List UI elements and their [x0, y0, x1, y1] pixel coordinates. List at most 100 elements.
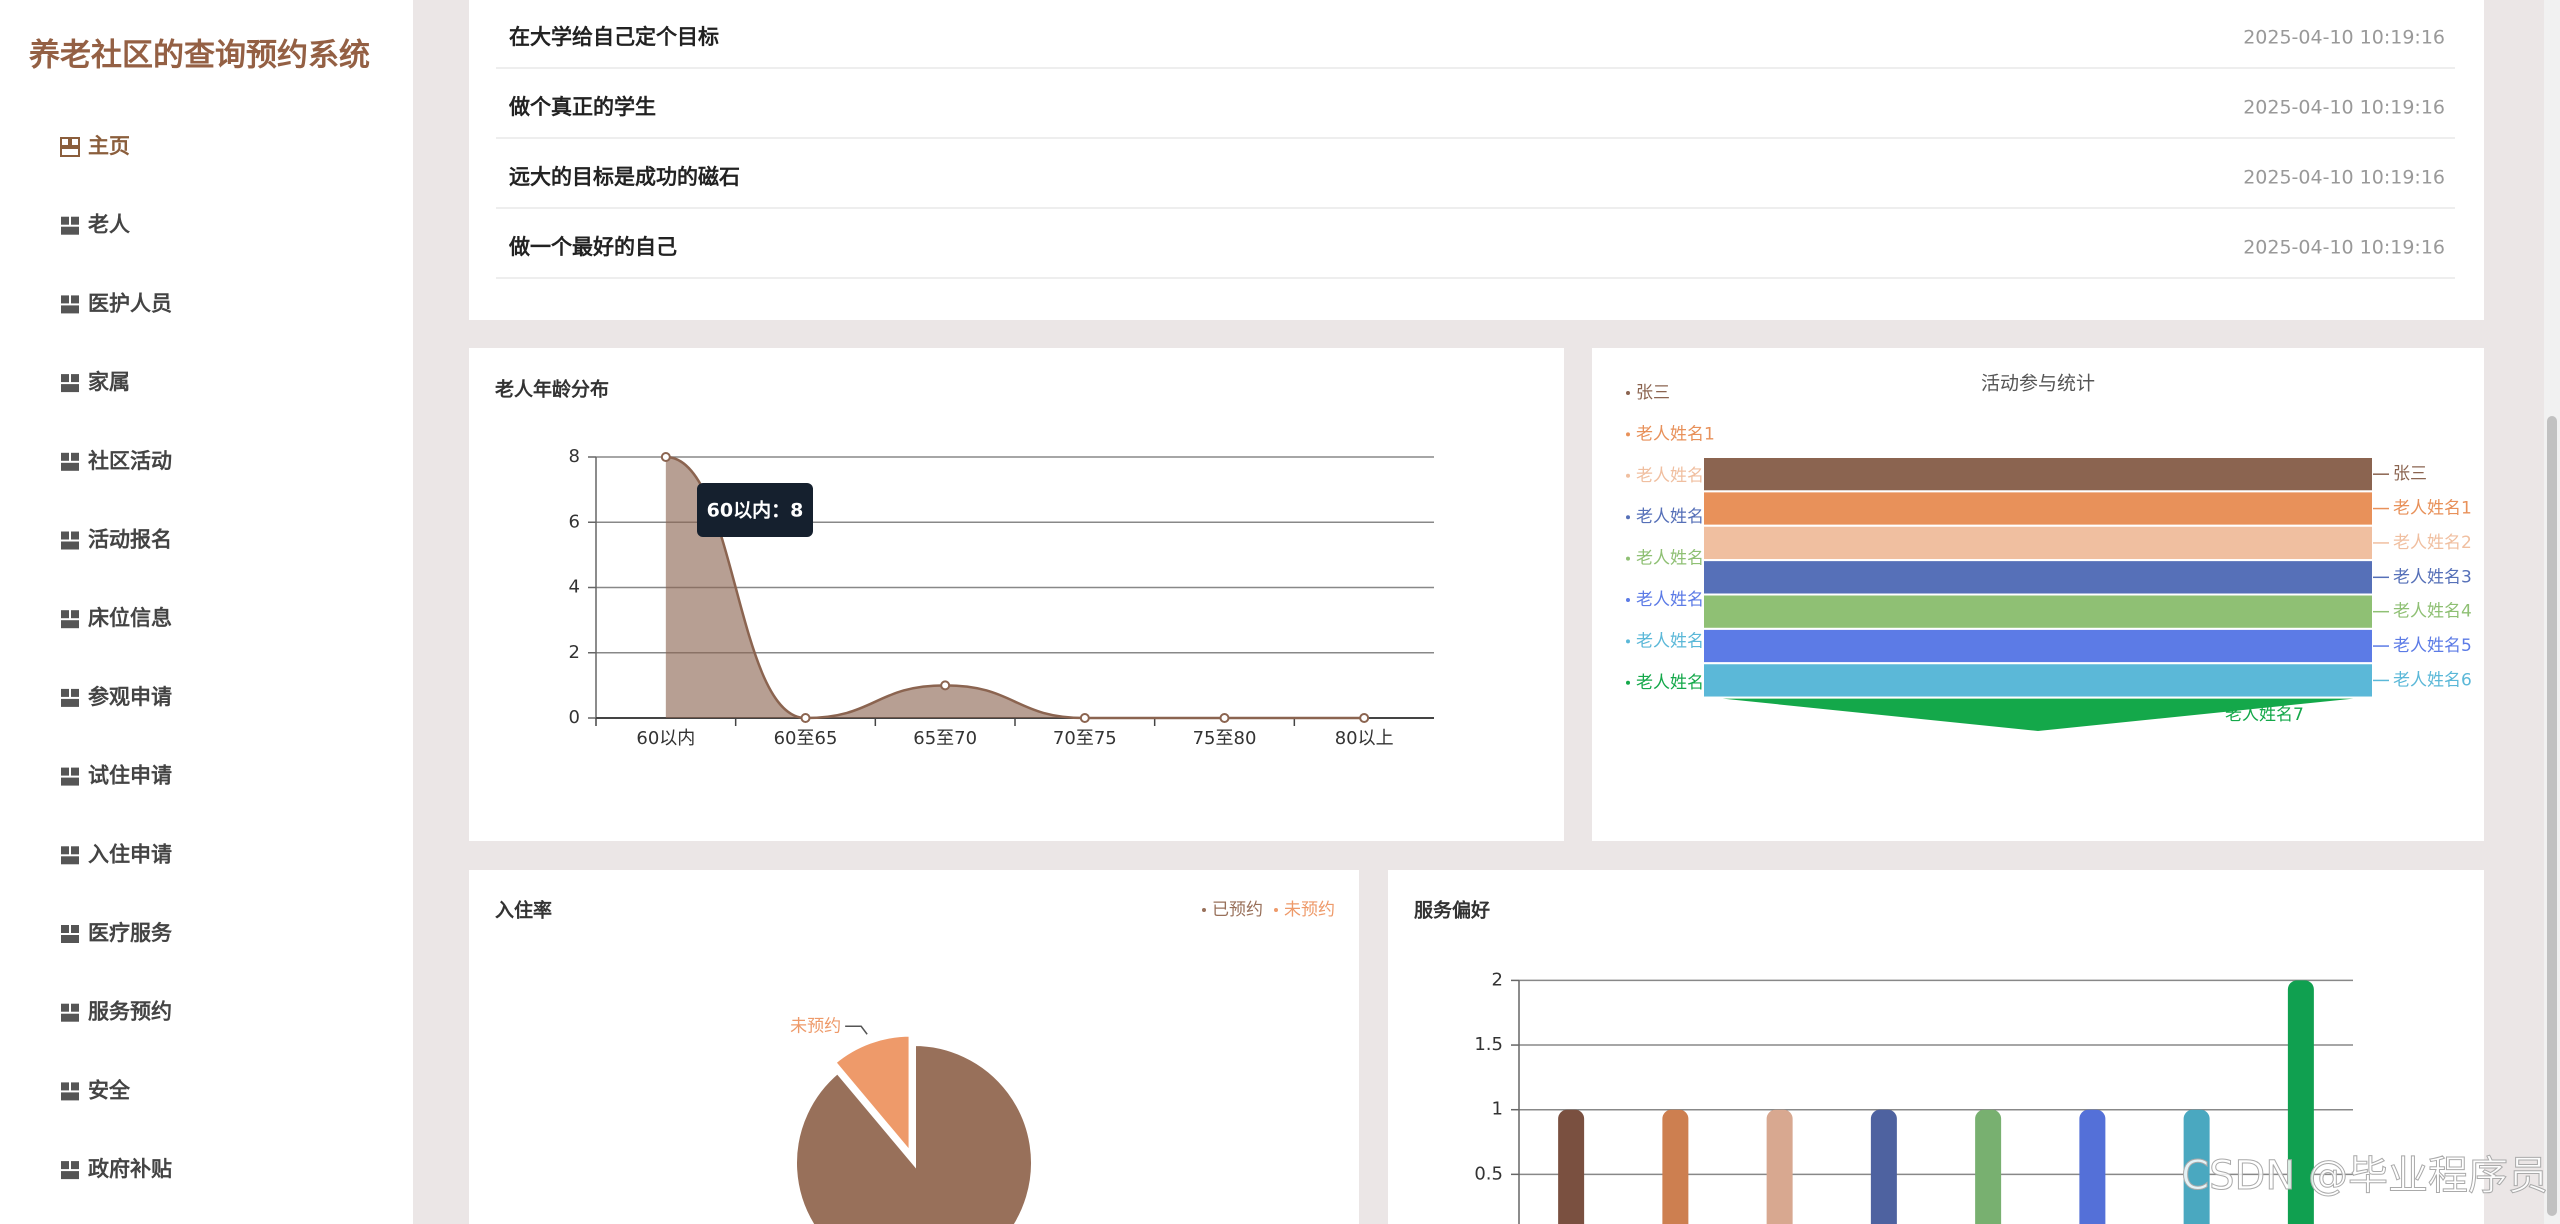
legend-label[interactable]: 老人姓名7: [1636, 673, 1715, 693]
funnel-segment[interactable]: [1702, 593, 2374, 630]
x-tick-label: 65至70: [913, 728, 977, 749]
funnel-segment[interactable]: [1702, 696, 2374, 734]
menu-icon: [71, 846, 79, 855]
x-tick-label: 80以上: [1335, 728, 1394, 749]
menu-icon: [61, 462, 79, 471]
menu-icon: [71, 925, 79, 933]
watermark: CSDN @毕业程序员: [2181, 1153, 2548, 1199]
bar[interactable]: [1558, 1109, 1585, 1224]
legend-label[interactable]: 老人姓名1: [1636, 424, 1715, 444]
menu-icon: [61, 374, 69, 383]
menu-item[interactable]: 床位信息: [88, 606, 172, 630]
funnel-segment[interactable]: [1702, 490, 2374, 527]
menu-icon: [70, 137, 80, 147]
legend-label[interactable]: 已预约: [1212, 900, 1263, 920]
point[interactable]: [800, 713, 811, 723]
funnel-label: 老人姓名6: [2393, 670, 2472, 690]
menu-icon: [71, 374, 79, 383]
menu-item[interactable]: 试住申请: [88, 764, 172, 788]
menu-icon: [71, 1161, 79, 1170]
pie-slice[interactable]: [831, 1032, 913, 1160]
funnel-label: 老人姓名1: [2393, 499, 2472, 519]
legend-marker[interactable]: [1626, 515, 1630, 520]
bar[interactable]: [1975, 1109, 2002, 1224]
legend-marker[interactable]: [1626, 639, 1630, 644]
menu-item[interactable]: 服务预约: [88, 1000, 172, 1024]
point[interactable]: [940, 680, 951, 691]
funnel-segment[interactable]: [1702, 662, 2374, 699]
menu-icon: [61, 216, 69, 225]
menu-icon: [71, 767, 79, 776]
legend-label[interactable]: 老人姓名6: [1636, 631, 1715, 651]
y-tick-label: 8: [569, 446, 580, 467]
label-leader: [845, 1025, 868, 1035]
legend-marker[interactable]: [1626, 680, 1630, 685]
menu-item[interactable]: 安全: [88, 1078, 131, 1102]
pie-slice[interactable]: [793, 1041, 1035, 1224]
news-title[interactable]: 远大的目标是成功的磁石: [509, 165, 740, 189]
legend-label[interactable]: 张三: [1636, 383, 1670, 403]
menu-item[interactable]: 活动报名: [88, 528, 172, 552]
menu-icon: [71, 531, 79, 540]
menu-icon: [61, 226, 79, 235]
bar[interactable]: [2183, 1109, 2210, 1224]
legend-marker[interactable]: [1626, 473, 1630, 478]
point[interactable]: [1219, 713, 1230, 723]
point[interactable]: [660, 452, 671, 462]
menu-icon: [61, 620, 79, 629]
menu-item[interactable]: 社区活动: [87, 449, 172, 473]
legend-marker[interactable]: [1626, 556, 1630, 561]
bar[interactable]: [1662, 1109, 1689, 1224]
news-title[interactable]: 做个真正的学生: [508, 95, 656, 119]
menu-item[interactable]: 老人: [88, 213, 130, 237]
legend-marker[interactable]: [1626, 432, 1630, 437]
legend-label[interactable]: 老人姓名3: [1636, 507, 1715, 527]
bar[interactable]: [1870, 1109, 1897, 1224]
chart-title: 入住率: [495, 899, 552, 922]
legend-label[interactable]: 老人姓名5: [1636, 590, 1715, 610]
menu-icon: [60, 137, 70, 147]
news-title[interactable]: 做一个最好的自己: [508, 235, 677, 259]
point[interactable]: [1079, 713, 1090, 723]
menu-icon: [61, 767, 69, 776]
menu-icon: [61, 856, 79, 865]
scrollbar-thumb[interactable]: [2547, 416, 2557, 1216]
menu-icon: [61, 1092, 79, 1101]
legend-marker[interactable]: [1274, 908, 1278, 912]
menu-icon: [71, 295, 79, 304]
point[interactable]: [1359, 713, 1370, 723]
news-title[interactable]: 在大学给自己定个目标: [509, 25, 719, 49]
menu-item[interactable]: 政府补贴: [88, 1157, 172, 1181]
tooltip-text: 60以内：8: [707, 499, 804, 522]
bar[interactable]: [2287, 980, 2314, 1224]
y-tick-label: 4: [569, 577, 580, 598]
y-tick-label: 1.5: [1474, 1034, 1503, 1055]
legend-label[interactable]: 老人姓名4: [1636, 549, 1715, 569]
menu-item[interactable]: 家属: [88, 370, 130, 394]
x-tick-label: 75至80: [1193, 728, 1257, 749]
menu-item[interactable]: 主页: [88, 134, 130, 158]
legend-marker[interactable]: [1626, 598, 1630, 602]
menu-item[interactable]: 入住申请: [88, 842, 172, 866]
legend-label[interactable]: 老人姓名2: [1636, 466, 1715, 486]
legend-label[interactable]: 未预约: [1284, 900, 1335, 920]
menu-icon: [61, 1013, 79, 1022]
funnel-segment[interactable]: [1702, 627, 2374, 665]
y-tick-label: 0: [569, 707, 580, 728]
legend-marker[interactable]: [1626, 391, 1630, 395]
menu-item[interactable]: 医疗服务: [88, 921, 173, 945]
menu-icon: [71, 688, 79, 697]
menu-item[interactable]: 参观申请: [88, 685, 172, 709]
bar[interactable]: [1766, 1109, 1793, 1224]
menu-icon: [71, 610, 79, 619]
news-time: 2025-04-10 10:19:16: [2243, 167, 2445, 189]
funnel-segment[interactable]: [1702, 456, 2374, 493]
funnel-segment[interactable]: [1702, 559, 2374, 596]
legend-marker[interactable]: [1202, 908, 1206, 912]
area: [665, 457, 1365, 718]
funnel-segment[interactable]: [1702, 524, 2374, 562]
chart-title: 服务偏好: [1414, 899, 1490, 922]
menu-icon: [61, 541, 79, 550]
menu-item[interactable]: 医护人员: [88, 291, 172, 315]
bar[interactable]: [2079, 1109, 2106, 1224]
